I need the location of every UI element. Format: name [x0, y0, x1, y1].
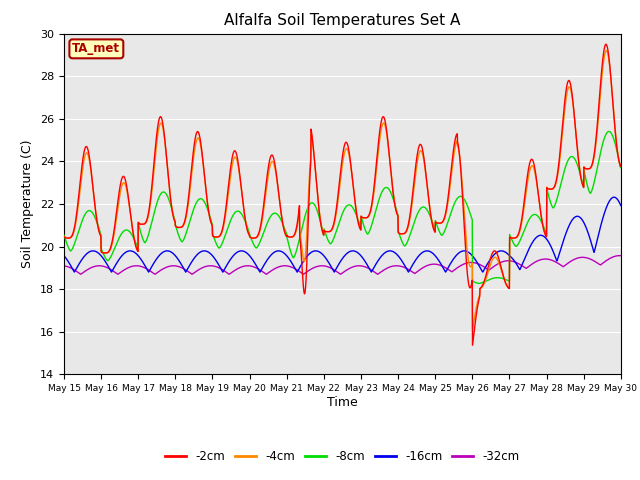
-16cm [611, 194, 618, 200]
-2cm [60, 234, 68, 240]
X-axis label: Time: Time [327, 396, 358, 409]
-32cm [617, 253, 625, 259]
-8cm [475, 281, 483, 287]
-32cm [584, 255, 591, 261]
Legend: -2cm, -4cm, -8cm, -16cm, -32cm: -2cm, -4cm, -8cm, -16cm, -32cm [160, 445, 525, 468]
-2cm [358, 215, 366, 220]
-16cm [256, 269, 264, 275]
-8cm [60, 232, 68, 238]
-4cm [358, 215, 366, 220]
-4cm [216, 234, 223, 240]
Line: -16cm: -16cm [64, 197, 621, 272]
-8cm [584, 182, 591, 188]
-16cm [359, 255, 367, 261]
-32cm [359, 263, 367, 269]
-16cm [584, 228, 591, 233]
-32cm [371, 269, 379, 275]
-2cm [468, 342, 476, 348]
-8cm [605, 129, 612, 134]
Y-axis label: Soil Temperature (C): Soil Temperature (C) [22, 140, 35, 268]
-8cm [358, 218, 366, 224]
Line: -32cm: -32cm [64, 256, 621, 274]
-4cm [568, 92, 575, 98]
-32cm [77, 271, 84, 277]
-8cm [617, 165, 625, 170]
Line: -2cm: -2cm [64, 44, 621, 345]
-8cm [568, 154, 575, 159]
-32cm [216, 265, 223, 271]
-4cm [468, 326, 476, 332]
-2cm [216, 233, 223, 239]
-16cm [504, 252, 512, 257]
-16cm [60, 253, 68, 259]
-4cm [584, 166, 591, 172]
-16cm [568, 218, 575, 224]
-2cm [602, 41, 610, 47]
-4cm [602, 48, 610, 54]
-32cm [504, 258, 512, 264]
-8cm [371, 212, 378, 218]
-4cm [504, 285, 512, 290]
-8cm [216, 245, 223, 251]
-4cm [371, 185, 378, 191]
-2cm [371, 180, 378, 186]
-2cm [584, 166, 591, 172]
Line: -4cm: -4cm [64, 51, 621, 329]
-4cm [60, 233, 68, 239]
-2cm [617, 162, 625, 168]
-2cm [568, 89, 575, 95]
-4cm [617, 161, 625, 167]
-16cm [617, 203, 625, 208]
Text: TA_met: TA_met [72, 42, 120, 55]
-8cm [504, 278, 512, 284]
-32cm [568, 258, 575, 264]
Title: Alfalfa Soil Temperatures Set A: Alfalfa Soil Temperatures Set A [224, 13, 461, 28]
Line: -8cm: -8cm [64, 132, 621, 284]
-2cm [504, 285, 512, 290]
-32cm [616, 253, 623, 259]
-16cm [371, 263, 379, 269]
-16cm [216, 263, 223, 269]
-32cm [60, 263, 68, 269]
